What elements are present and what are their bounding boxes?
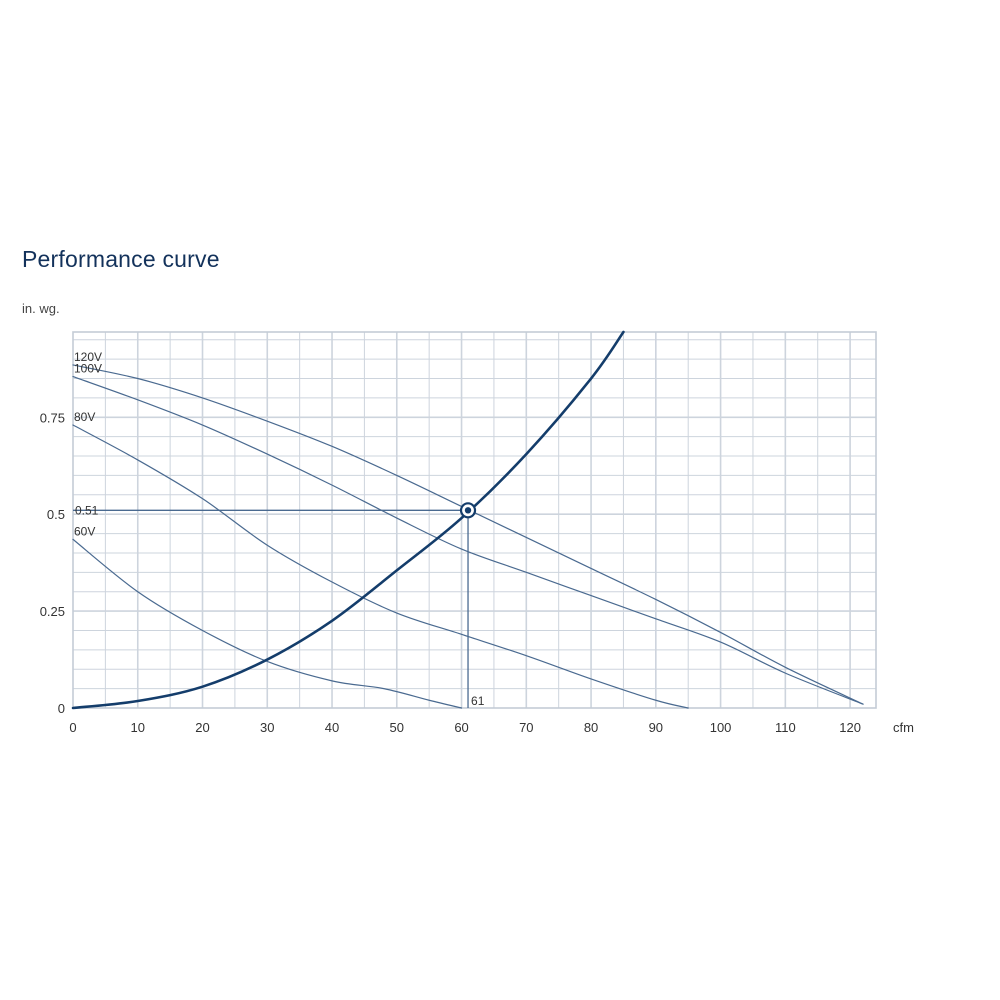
x-tick-label: 0 (69, 720, 76, 735)
y-tick-label: 0 (58, 701, 65, 716)
fan-curve-line-100v (72, 375, 864, 705)
series-label-100v: 100V (74, 362, 102, 376)
series-label-120v: 120V (74, 350, 102, 364)
x-tick-label: 110 (775, 720, 796, 735)
x-tick-label: 90 (649, 720, 663, 735)
y-tick-label: 0.25 (40, 604, 65, 619)
plot-frame (72, 331, 877, 709)
x-tick-label: 60 (454, 720, 468, 735)
operating-point-y-label: 0.51 (75, 503, 99, 517)
fan-curve-line-80v (72, 424, 689, 709)
x-tick-label: 70 (519, 720, 533, 735)
operating-point-x-label: 61 (471, 694, 485, 708)
y-tick-label: 0.75 (40, 410, 65, 425)
fan-curve-line-60v (72, 538, 463, 709)
series-label-60v: 60V (74, 524, 95, 538)
x-tick-label: 30 (260, 720, 274, 735)
x-tick-label: 50 (390, 720, 404, 735)
y-axis-unit-label: in. wg. (22, 301, 60, 316)
x-tick-label: 120 (839, 720, 861, 735)
x-tick-label: 100 (710, 720, 732, 735)
x-tick-label: 20 (195, 720, 209, 735)
system-curve-line (71, 330, 625, 710)
chart-title: Performance curve (22, 246, 220, 272)
x-tick-label: 10 (131, 720, 145, 735)
operating-point-marker-dot (464, 507, 472, 514)
x-tick-label: 40 (325, 720, 339, 735)
y-tick-label: 0.5 (47, 507, 65, 522)
x-tick-label: 80 (584, 720, 598, 735)
x-axis-unit-label: cfm (893, 720, 914, 735)
series-label-80v: 80V (74, 410, 95, 424)
